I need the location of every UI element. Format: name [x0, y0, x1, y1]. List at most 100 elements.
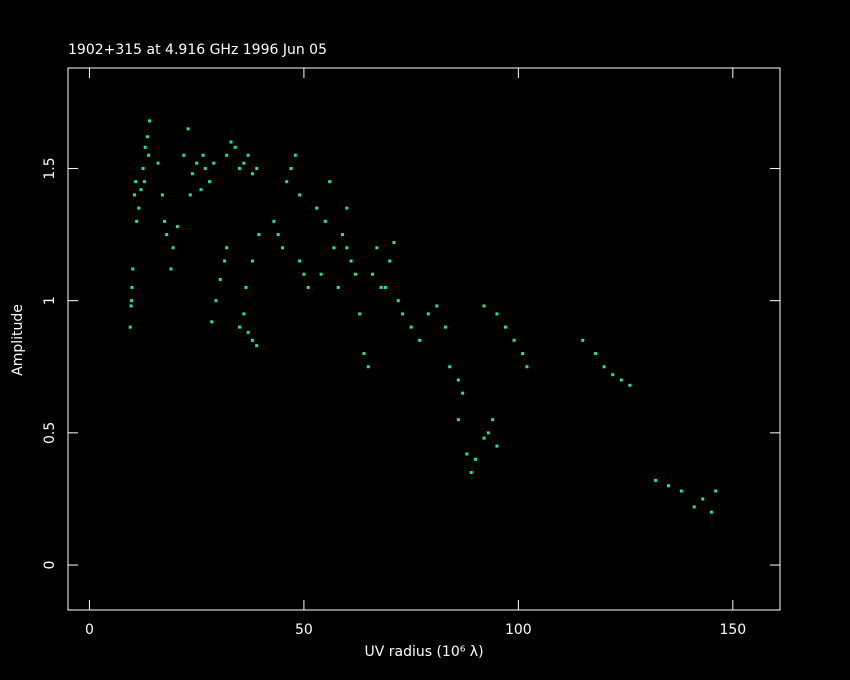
point: [709, 510, 713, 514]
point: [714, 489, 718, 493]
point: [199, 188, 203, 192]
y-tick-label: 1.5: [42, 157, 58, 179]
point: [210, 320, 214, 324]
point: [456, 418, 460, 422]
point: [456, 378, 460, 382]
point: [134, 180, 138, 184]
point: [426, 312, 430, 316]
point: [250, 172, 254, 176]
point: [218, 278, 222, 282]
point: [233, 145, 237, 149]
point: [276, 233, 280, 237]
point: [225, 246, 229, 250]
point: [257, 233, 261, 237]
y-tick-label: 1: [42, 296, 58, 305]
point: [383, 285, 387, 289]
point: [358, 312, 362, 316]
point: [182, 153, 186, 157]
point: [379, 285, 383, 289]
point: [130, 285, 134, 289]
point: [448, 365, 452, 369]
x-tick-label: 50: [295, 622, 313, 638]
point: [238, 325, 242, 329]
point: [225, 153, 229, 157]
point: [244, 285, 248, 289]
point: [581, 338, 585, 342]
x-tick-label: 0: [85, 622, 94, 638]
point: [298, 193, 302, 197]
point: [135, 219, 139, 223]
point: [201, 153, 205, 157]
point: [495, 444, 499, 448]
point: [371, 272, 375, 276]
point: [435, 304, 439, 308]
point: [366, 365, 370, 369]
point: [255, 166, 259, 170]
point: [495, 312, 499, 316]
y-axis-label: Amplitude: [10, 304, 26, 376]
point: [525, 365, 529, 369]
point: [302, 272, 306, 276]
point: [128, 325, 132, 329]
point: [473, 457, 477, 461]
point: [315, 206, 319, 210]
point: [188, 193, 192, 197]
point: [255, 344, 259, 348]
point: [418, 338, 422, 342]
point: [175, 225, 179, 229]
point: [293, 153, 297, 157]
point: [145, 135, 149, 139]
point: [238, 166, 242, 170]
point: [482, 304, 486, 308]
point: [156, 161, 160, 165]
point: [469, 471, 473, 475]
point: [328, 180, 332, 184]
point: [160, 193, 164, 197]
point: [323, 219, 327, 223]
point: [443, 325, 447, 329]
point: [212, 161, 216, 165]
chart-title: 1902+315 at 4.916 GHz 1996 Jun 05: [68, 42, 327, 58]
point: [285, 180, 289, 184]
point: [512, 338, 516, 342]
point: [521, 352, 525, 356]
point: [298, 259, 302, 263]
point: [486, 431, 490, 435]
point: [503, 325, 507, 329]
point: [341, 233, 345, 237]
point: [679, 489, 683, 493]
point: [165, 233, 169, 237]
point: [396, 299, 400, 303]
point: [131, 267, 135, 271]
point: [362, 352, 366, 356]
point: [229, 140, 233, 144]
point: [701, 497, 705, 501]
y-tick-label: 0.5: [42, 422, 58, 444]
point: [147, 153, 151, 157]
y-tick-label: 0: [42, 561, 58, 570]
point: [163, 219, 167, 223]
point: [666, 484, 670, 488]
point: [141, 166, 145, 170]
point: [169, 267, 173, 271]
point: [619, 378, 623, 382]
point: [242, 161, 246, 165]
x-axis-label: UV radius (10⁶ λ): [364, 644, 483, 660]
point: [129, 304, 133, 308]
point: [319, 272, 323, 276]
point: [139, 188, 143, 192]
point: [272, 219, 276, 223]
point: [628, 383, 632, 387]
point: [186, 127, 190, 131]
point: [345, 206, 349, 210]
point: [353, 272, 357, 276]
point: [143, 145, 147, 149]
point: [246, 153, 250, 157]
point: [214, 299, 218, 303]
point: [250, 259, 254, 263]
point: [250, 338, 254, 342]
point: [401, 312, 405, 316]
point: [465, 452, 469, 456]
point: [375, 246, 379, 250]
